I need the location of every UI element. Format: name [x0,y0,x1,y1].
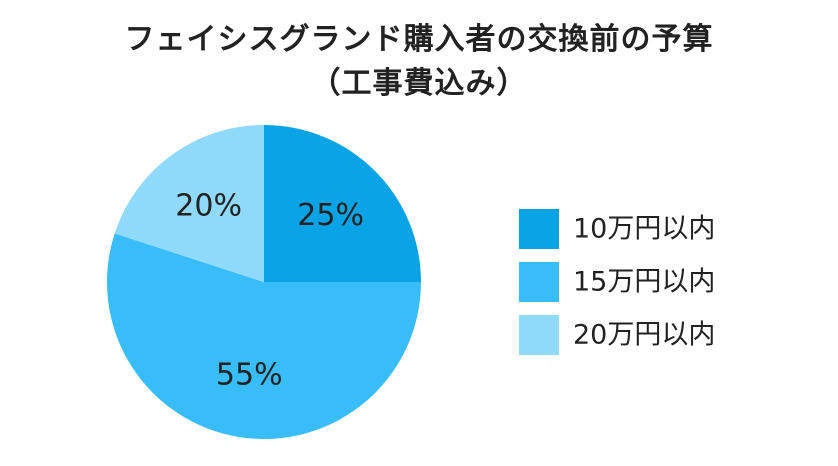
pie-slice-3 [114,125,264,282]
pie-slice-2 [107,233,422,439]
pie-labels: 25% 55% 20% [175,188,364,392]
pie-slice-1 [264,125,421,282]
legend-label-1: 10万円以内 [573,214,715,245]
legend-swatch-3 [519,315,559,355]
chart-title-line2: （工事費込み） [310,66,528,101]
legend-label-2: 15万円以内 [573,267,715,298]
pie-slices [107,125,422,439]
legend: 10万円以内 15万円以内 20万円以内 [519,209,715,355]
slice-label-3: 20% [175,188,242,223]
legend-swatch-2 [519,262,559,302]
slice-label-2: 55% [216,358,283,393]
legend-label-3: 20万円以内 [573,320,715,351]
legend-swatch-1 [519,209,559,249]
slice-label-1: 25% [297,198,364,233]
chart-title-line1: フェイシスグランド購入者の交換前の予算 [124,22,714,57]
